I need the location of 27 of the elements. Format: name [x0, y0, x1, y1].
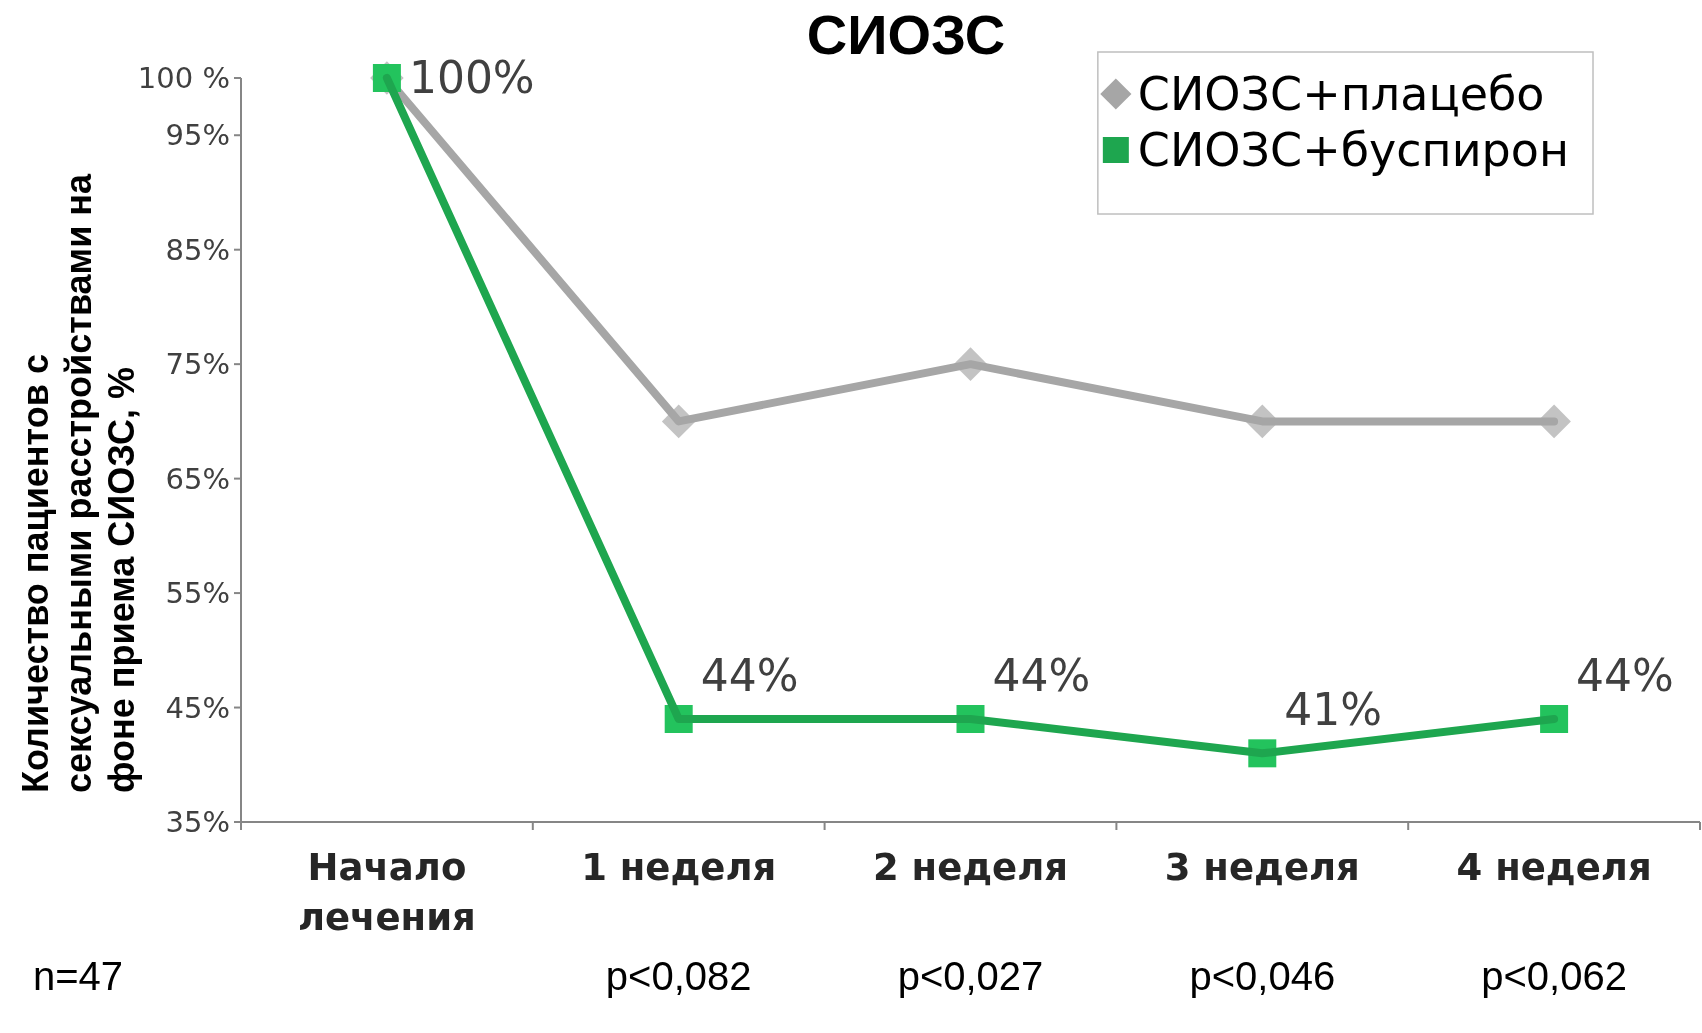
- text: n=47: [33, 954, 124, 998]
- data-label: 44%: [992, 649, 1091, 701]
- chart-title: СИОЗС: [806, 3, 1006, 66]
- data-label: 41%: [1284, 684, 1383, 736]
- y-tick-label: 35%: [165, 805, 230, 839]
- y-tick-label: 55%: [165, 576, 230, 611]
- y-tick-label: 95%: [165, 118, 230, 153]
- y-axis-title: Количество пациентов с сексуальными расстройствами на фоне приема СИОЗС, %: [14, 172, 142, 793]
- text: p<0,062: [1481, 954, 1627, 998]
- x-tick-label: 3 неделя: [1164, 846, 1360, 889]
- text: p<0,046: [1189, 954, 1336, 998]
- y-tick-label: 65%: [165, 461, 230, 496]
- y-tick-label: 45%: [165, 690, 230, 725]
- x-tick-label: 4 неделя: [1456, 846, 1652, 889]
- y-tick-label: 100 %: [137, 61, 230, 95]
- x-tick-label: 1 неделя: [581, 846, 777, 889]
- data-label: 44%: [1576, 649, 1674, 701]
- x-tick-label: Начало лечения: [297, 846, 476, 939]
- data-label: 100%: [408, 52, 535, 103]
- data-label: 44%: [700, 649, 799, 701]
- text: p<0,082: [605, 954, 752, 998]
- text: p<0,027: [897, 954, 1044, 998]
- legend-label: СИОЗС+буспирон: [1137, 123, 1570, 177]
- x-tick-label: 2 неделя: [872, 846, 1069, 889]
- y-tick-label: 75%: [165, 347, 230, 382]
- y-tick-label: 85%: [165, 232, 230, 267]
- legend-label: СИОЗС+плацебо: [1137, 67, 1545, 121]
